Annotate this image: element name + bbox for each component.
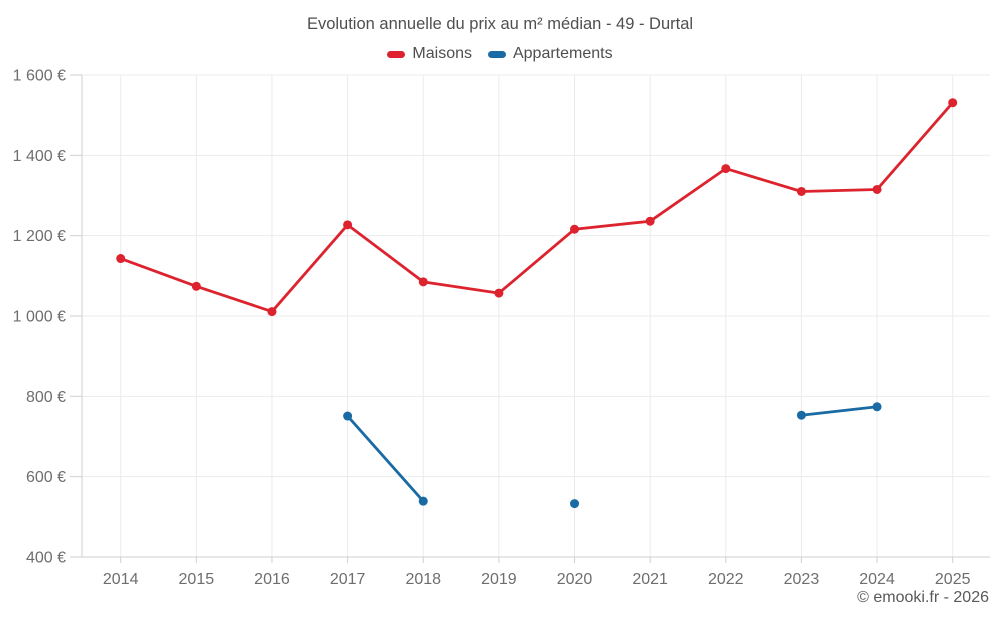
legend-swatch-maisons <box>387 50 406 58</box>
data-point-appartements-2024[interactable] <box>872 402 882 412</box>
data-point-maisons-2019[interactable] <box>494 288 504 298</box>
legend-label-maisons: Maisons <box>412 45 472 62</box>
data-point-maisons-2022[interactable] <box>721 164 731 174</box>
data-point-maisons-2024[interactable] <box>872 184 882 194</box>
legend-swatch-appartements <box>487 50 506 58</box>
x-axis-label: 2014 <box>103 571 139 588</box>
data-point-maisons-2014[interactable] <box>116 254 126 264</box>
x-axis-label: 2024 <box>859 571 895 588</box>
x-axis-label: 2016 <box>254 571 290 588</box>
series-line-appartements <box>346 414 425 503</box>
x-axis-label: 2018 <box>405 571 441 588</box>
data-point-maisons-2017[interactable] <box>343 220 353 230</box>
y-axis-label: 600 € <box>26 469 66 486</box>
x-axis-label: 2019 <box>481 571 517 588</box>
data-point-maisons-2018[interactable] <box>418 277 428 287</box>
x-axis-label: 2022 <box>708 571 744 588</box>
series-line-appartements <box>800 405 879 417</box>
legend-item-maisons[interactable]: Maisons <box>387 45 472 63</box>
y-axis-label: 1 600 € <box>13 68 66 85</box>
data-point-maisons-2016[interactable] <box>267 307 277 317</box>
series-line-maisons <box>119 101 955 313</box>
data-point-maisons-2023[interactable] <box>796 186 806 196</box>
x-axis-label: 2015 <box>179 571 215 588</box>
data-point-maisons-2025[interactable] <box>948 98 958 108</box>
x-axis-label: 2021 <box>632 571 668 588</box>
data-point-appartements-2018[interactable] <box>418 496 428 506</box>
data-point-maisons-2020[interactable] <box>570 224 580 234</box>
y-axis-label: 1 000 € <box>13 309 66 326</box>
y-axis-label: 400 € <box>26 550 66 567</box>
legend-label-appartements: Appartements <box>512 45 613 62</box>
legend-item-appartements[interactable]: Appartements <box>487 45 613 63</box>
data-point-maisons-2015[interactable] <box>191 281 201 291</box>
y-axis-label: 800 € <box>26 389 66 406</box>
data-point-maisons-2021[interactable] <box>645 216 655 226</box>
data-point-appartements-2023[interactable] <box>796 410 806 420</box>
chart-title: Evolution annuelle du prix au m² médian … <box>306 15 694 33</box>
x-axis-label: 2020 <box>557 571 593 588</box>
x-axis-label: 2025 <box>935 571 971 588</box>
data-point-appartements-2017[interactable] <box>343 411 353 421</box>
y-axis-label: 1 400 € <box>13 148 66 165</box>
copyright-credit: © emooki.fr - 2026 <box>857 589 989 606</box>
data-point-appartements-2020[interactable] <box>570 499 580 509</box>
chart-legend: Maisons Appartements <box>0 45 1000 63</box>
y-axis-label: 1 200 € <box>13 228 66 245</box>
x-axis-label: 2023 <box>784 571 820 588</box>
x-axis-label: 2017 <box>330 571 366 588</box>
